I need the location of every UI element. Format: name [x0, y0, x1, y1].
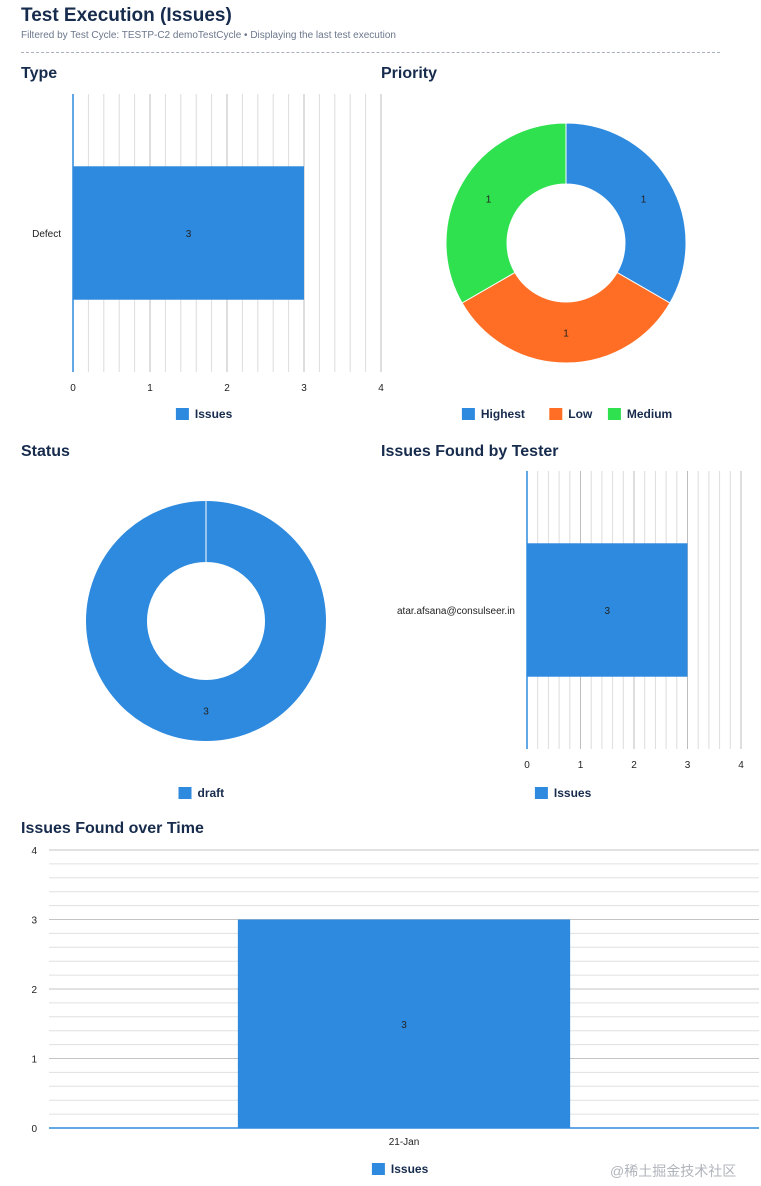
title-divider	[21, 52, 720, 53]
slice-value-label: 3	[203, 707, 209, 718]
legend-label: Issues	[554, 786, 592, 800]
legend-swatch	[175, 408, 189, 420]
watermark: @稀土掘金技术社区	[610, 1163, 737, 1179]
x-tick-label: 0	[524, 760, 530, 771]
x-tick-label: 4	[738, 760, 744, 771]
x-tick-label: 0	[70, 383, 76, 394]
x-tick-label: 1	[578, 760, 584, 771]
legend-label: Highest	[481, 407, 525, 421]
y-tick-label: 0	[31, 1124, 37, 1135]
category-label: 21-Jan	[389, 1137, 420, 1148]
tester-chart-title: Issues Found by Tester	[381, 443, 559, 460]
x-tick-label: 1	[147, 383, 153, 394]
y-tick-label: 4	[31, 846, 37, 857]
x-tick-label: 2	[224, 383, 230, 394]
category-label: Defect	[32, 229, 61, 240]
legend-swatch	[607, 408, 621, 420]
x-tick-label: 3	[301, 383, 307, 394]
donut-slice	[445, 122, 567, 304]
x-tick-label: 2	[631, 760, 637, 771]
slice-value-label: 1	[641, 194, 647, 205]
bar-value-label: 3	[604, 606, 610, 617]
page-subtitle: Filtered by Test Cycle: TESTP-C2 demoTes…	[21, 30, 396, 41]
type-chart-title: Type	[21, 65, 58, 82]
status-chart-title: Status	[21, 443, 70, 460]
legend-swatch	[461, 408, 475, 420]
category-label: atar.afsana@consulseer.in	[397, 606, 515, 617]
bar	[73, 166, 304, 300]
time-chart-title: Issues Found over Time	[21, 820, 204, 837]
legend-swatch	[371, 1163, 385, 1175]
y-tick-label: 3	[31, 916, 37, 927]
legend-swatch	[549, 408, 563, 420]
y-tick-label: 1	[31, 1055, 37, 1066]
bar-value-label: 3	[401, 1020, 407, 1031]
x-tick-label: 4	[378, 383, 384, 394]
donut-slice	[461, 271, 671, 364]
slice-value-label: 1	[563, 329, 569, 340]
legend-swatch	[178, 787, 192, 799]
page-title: Test Execution (Issues)	[21, 5, 232, 26]
legend-label: Low	[568, 407, 593, 421]
bar	[237, 919, 571, 1128]
legend-label: draft	[198, 786, 225, 800]
y-tick-label: 2	[31, 985, 37, 996]
x-tick-label: 3	[685, 760, 691, 771]
bar-value-label: 3	[186, 229, 192, 240]
legend-label: Medium	[627, 407, 672, 421]
donut-slice	[565, 122, 687, 304]
priority-chart-title: Priority	[381, 65, 438, 82]
legend-label: Issues	[195, 407, 233, 421]
bar	[527, 543, 688, 677]
slice-value-label: 1	[486, 194, 492, 205]
legend-label: Issues	[391, 1162, 429, 1176]
legend-swatch	[534, 787, 548, 799]
